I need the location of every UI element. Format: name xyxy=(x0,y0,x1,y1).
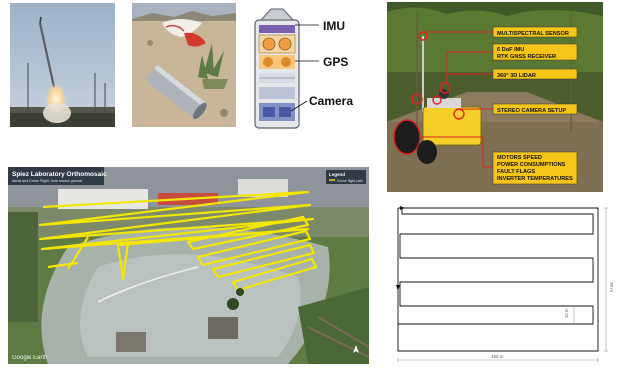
start-arrow-icon xyxy=(400,206,405,210)
payload-cutaway-diagram: IMU GPS Camera xyxy=(241,3,371,131)
orthomosaic-map: Spiez Laboratory Orthomosaic Aerial and … xyxy=(8,167,369,364)
robot-vineyard-photo: MULTISPECTRAL SENSOR 6 DoF IMU RTK GNSS … xyxy=(387,2,603,192)
spacing-dimension-label: 10 m xyxy=(564,308,569,318)
svg-text:STEREO CAMERA SETUP: STEREO CAMERA SETUP xyxy=(497,108,566,114)
callout-imu-rtk: 6 DoF IMU RTK GNSS RECEIVER xyxy=(492,43,578,61)
ortho-subtitle: Aerial and Drone Flight, from source gro… xyxy=(12,179,82,183)
legend-item: Drone flight path xyxy=(337,179,363,183)
svg-text:MULTISPECTRAL SENSOR: MULTISPECTRAL SENSOR xyxy=(497,31,569,37)
ortho-title: Spiez Laboratory Orthomosaic xyxy=(12,171,107,178)
width-dimension-label: 150 m xyxy=(491,354,504,359)
gps-label: GPS xyxy=(323,55,348,69)
callout-stereo-camera: STEREO CAMERA SETUP xyxy=(492,103,578,115)
svg-text:INVERTER TEMPERATURES: INVERTER TEMPERATURES xyxy=(497,176,573,182)
svg-text:MOTORS SPEED: MOTORS SPEED xyxy=(497,155,542,161)
rocket-launch-photo xyxy=(10,3,115,127)
svg-text:6 DoF IMU: 6 DoF IMU xyxy=(497,47,524,53)
payload-recovery-photo xyxy=(132,3,236,127)
google-earth-watermark: Google Earth xyxy=(12,355,47,361)
height-dimension-label: 70 m xyxy=(609,282,614,292)
camera-label: Camera xyxy=(309,94,353,108)
legend-title: Legend xyxy=(329,172,345,177)
svg-text:RTK GNSS RECEIVER: RTK GNSS RECEIVER xyxy=(497,54,556,60)
svg-text:360° 3D LIDAR: 360° 3D LIDAR xyxy=(497,73,536,79)
callout-multispectral-sensor: MULTISPECTRAL SENSOR xyxy=(492,26,578,38)
direction-arrow-icon xyxy=(396,285,400,291)
callout-lidar: 360° 3D LIDAR xyxy=(492,68,578,80)
svg-text:FAULT FLAGS: FAULT FLAGS xyxy=(497,169,535,175)
callout-motor-telemetry: MOTORS SPEED POWER CONSUMPTIONS FAULT FL… xyxy=(492,151,578,185)
imu-label: IMU xyxy=(323,19,345,33)
coverage-path-plan: 150 m 70 m 10 m xyxy=(388,200,618,366)
north-arrow-icon xyxy=(353,345,359,353)
svg-text:POWER CONSUMPTIONS: POWER CONSUMPTIONS xyxy=(497,162,566,168)
